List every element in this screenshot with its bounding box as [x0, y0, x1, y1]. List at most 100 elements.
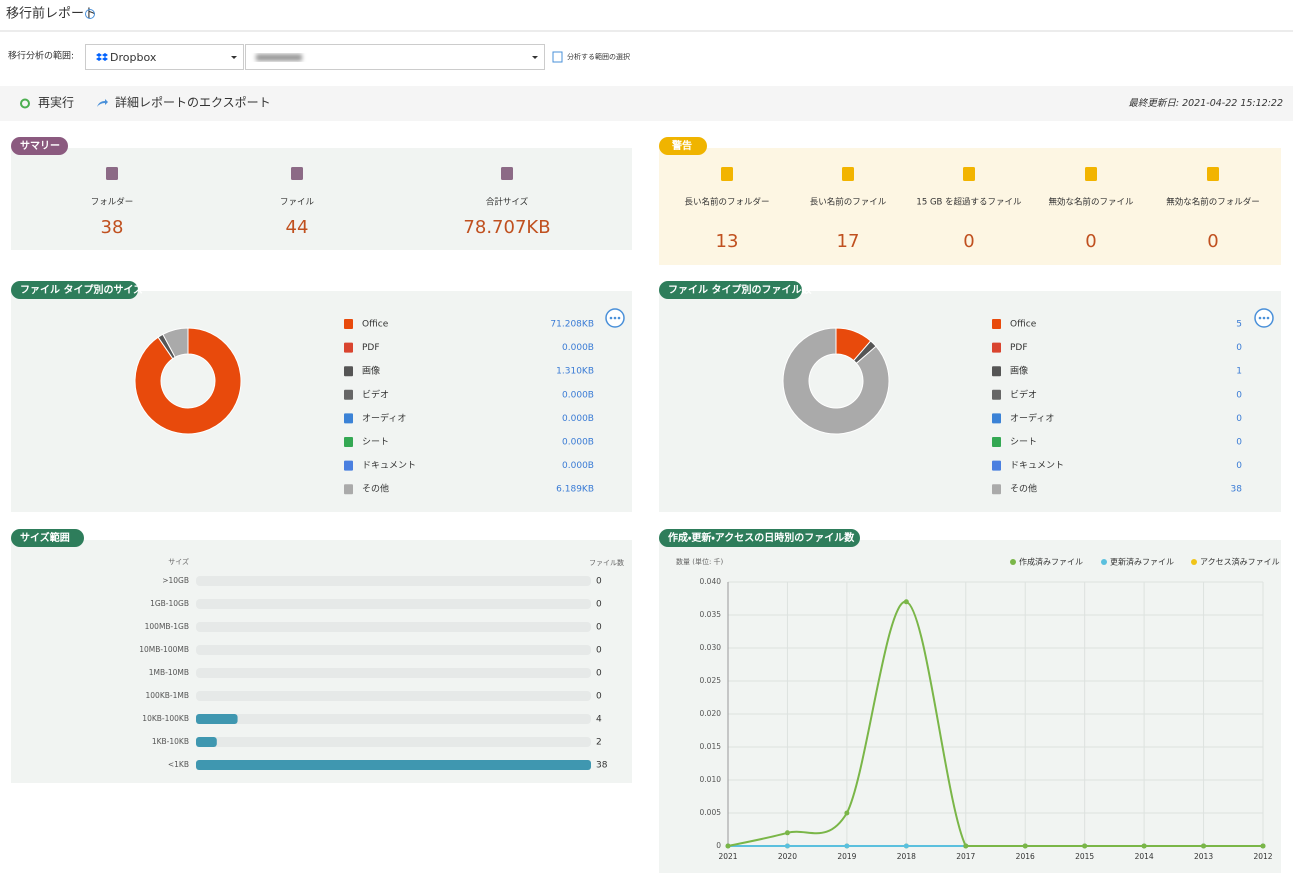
legend-icon [992, 389, 1001, 400]
x-tick-label: 2019 [837, 852, 856, 861]
legend-label: Office [362, 320, 389, 330]
series-point [903, 843, 909, 849]
legend-value: 0.000B [562, 461, 594, 471]
axis-header: ファイル数 [589, 558, 624, 567]
warning-value: 17 [837, 231, 860, 252]
badge [659, 137, 707, 155]
summary-label: 合計サイズ [486, 197, 529, 208]
category-label: 1MB-10MB [149, 668, 189, 677]
warning-label: 無効な名前のファイル [1048, 197, 1134, 208]
count-by-type-panel [659, 291, 1281, 512]
legend-icon [992, 460, 1001, 471]
bar [196, 760, 591, 770]
y-tick-label: 0.035 [700, 610, 722, 619]
warning-value: 0 [1207, 231, 1218, 252]
summary-label: ファイル [280, 198, 315, 208]
legend-dot [1101, 559, 1107, 565]
legend-label: その他 [362, 483, 389, 495]
info-icon[interactable] [85, 9, 95, 19]
more-button[interactable] [605, 308, 625, 328]
legend-value: 1.310KB [556, 367, 594, 377]
toolbar [0, 86, 1293, 121]
legend-label: Office [1010, 320, 1037, 330]
bar-value: 38 [596, 761, 608, 771]
panel-title: ファイル タイプ別のサイズ [20, 283, 143, 296]
series-point [903, 599, 909, 605]
size-by-type-panel [11, 291, 632, 512]
scope-label: 移行分析の範囲: [8, 50, 74, 62]
category-label: 10MB-100MB [139, 645, 189, 654]
legend-label: 更新済みファイル [1110, 557, 1174, 567]
legend-value: 0.000B [562, 414, 594, 424]
bar-value: 0 [596, 669, 602, 679]
x-tick-label: 2014 [1135, 852, 1154, 861]
badge [11, 137, 68, 155]
legend-icon [344, 413, 353, 424]
series-point [784, 843, 790, 849]
warning-label: 長い名前のフォルダー [684, 197, 769, 208]
blurred-account [256, 54, 302, 61]
legend-label: 画像 [1010, 365, 1028, 377]
series-point [1141, 843, 1147, 849]
warning-value: 13 [716, 231, 739, 252]
y-tick-label: 0.015 [700, 742, 722, 751]
warning-value: 0 [963, 231, 974, 252]
series-point [725, 843, 731, 849]
summary-panel [11, 148, 632, 250]
badge [659, 529, 860, 547]
rerun-icon [20, 98, 30, 109]
x-tick-label: 2021 [718, 852, 737, 861]
x-tick-label: 2015 [1075, 852, 1094, 861]
warning-icon [963, 167, 975, 181]
bar-track [196, 622, 591, 632]
summary-value: 78.707KB [463, 217, 550, 238]
x-tick-label: 2018 [897, 852, 916, 861]
legend-label: PDF [362, 343, 380, 353]
bar [196, 737, 217, 747]
warning-label: 15 GB を超過するファイル [916, 197, 1022, 208]
scope-link-icon [552, 51, 563, 63]
legend-icon [992, 319, 1001, 329]
legend-label: ドキュメント [1010, 461, 1064, 471]
category-label: <1KB [168, 760, 189, 769]
legend-dot [1010, 559, 1016, 565]
panel-title: ファイル タイプ別のファイル数 [668, 283, 812, 296]
legend-value: 5 [1236, 320, 1242, 330]
series-point [1260, 843, 1266, 849]
legend-value: 38 [1231, 485, 1243, 495]
category-label: 10KB-100KB [142, 714, 189, 723]
bar-track [196, 645, 591, 655]
series-point [1201, 843, 1207, 849]
y-tick-label: 0.005 [700, 808, 722, 817]
series-line [727, 600, 1263, 847]
source-select[interactable] [85, 44, 244, 70]
warning-label: 長い名前のファイル [810, 197, 887, 208]
summary-icon [501, 167, 513, 180]
category-label: 100KB-1MB [146, 691, 189, 700]
bar-track [196, 691, 591, 701]
warning-icon [842, 167, 854, 181]
x-tick-label: 2013 [1194, 852, 1213, 861]
legend-value: 0 [1236, 343, 1242, 353]
x-tick-label: 2020 [778, 852, 797, 861]
donut-slice [134, 327, 242, 435]
legend-value: 0 [1236, 390, 1242, 400]
series-point [784, 830, 790, 836]
x-tick-label: 2016 [1016, 852, 1035, 861]
summary-title: サマリー [20, 140, 60, 152]
legend-icon [992, 366, 1001, 377]
scope-link[interactable]: 分析する範囲の選択 [567, 52, 630, 61]
more-button[interactable] [1254, 308, 1274, 328]
warning-value: 0 [1085, 231, 1096, 252]
legend-label: ビデオ [362, 388, 389, 400]
export-button[interactable]: 詳細レポートのエクスポート [115, 95, 271, 110]
series-point [844, 843, 850, 849]
rerun-button[interactable]: 再実行 [38, 96, 74, 110]
bar-value: 0 [596, 692, 602, 702]
axis-header: サイズ [168, 557, 189, 566]
summary-value: 38 [101, 217, 124, 238]
legend-label: アクセス済みファイル [1200, 557, 1280, 567]
warnings-title: 警告 [672, 139, 692, 152]
badge [11, 529, 84, 547]
